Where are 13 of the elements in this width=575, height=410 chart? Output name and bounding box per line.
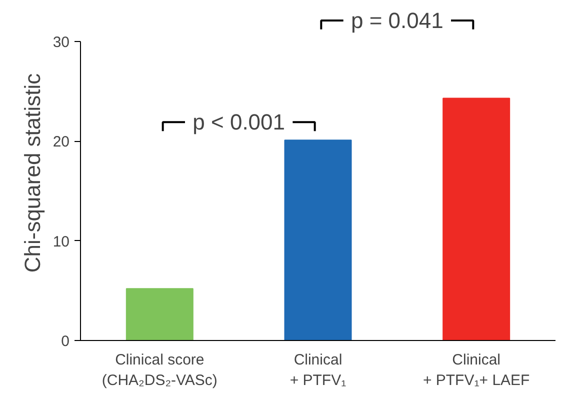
y-tick-label: 20 — [52, 134, 70, 151]
x-tick-label: Clinical score (CHA₂DS₂-VASc) — [102, 352, 218, 389]
annotation: p < 0.001 — [192, 110, 286, 135]
text: p = 0.041 — [350, 8, 444, 33]
y-tick-label: 30 — [52, 34, 70, 51]
bar — [284, 140, 352, 340]
y-tick-label: 0 — [61, 333, 70, 350]
y-axis-title: Chi-squared statistic — [20, 73, 45, 273]
x-tick-label: Clinical + PTFV₁ — [290, 352, 346, 389]
y-tick-label: 10 — [52, 233, 70, 250]
x-tick-label: Clinical + PTFV₁+ LAEF — [422, 352, 530, 389]
bar — [442, 98, 510, 340]
bar — [126, 288, 194, 340]
